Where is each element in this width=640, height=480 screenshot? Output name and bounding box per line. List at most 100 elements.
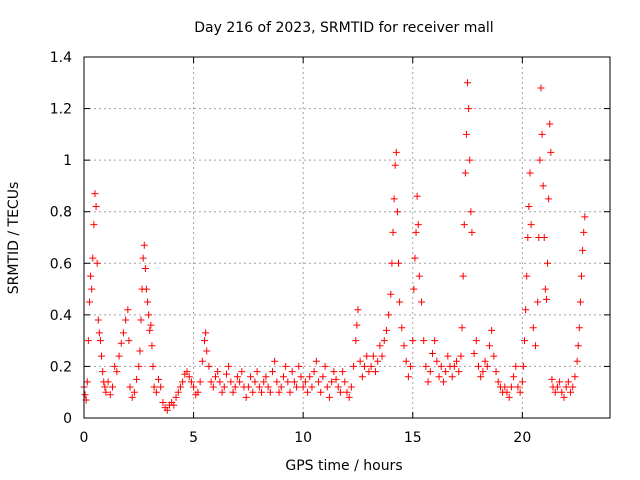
data-markers	[80, 79, 589, 414]
data-point	[420, 337, 428, 345]
data-point	[81, 391, 89, 399]
y-tick-label: 0.2	[50, 359, 72, 375]
data-point	[347, 383, 355, 391]
data-point	[233, 373, 241, 381]
data-point	[522, 306, 530, 314]
data-point	[94, 316, 102, 324]
data-point	[418, 298, 426, 306]
data-point	[295, 362, 303, 370]
data-point	[321, 362, 329, 370]
data-point	[89, 254, 97, 262]
data-point	[163, 406, 171, 414]
data-point	[414, 221, 422, 229]
x-tick-label: 20	[513, 430, 531, 446]
data-point	[567, 388, 575, 396]
data-point	[365, 368, 373, 376]
data-point	[367, 362, 375, 370]
data-point	[356, 357, 364, 365]
data-point	[119, 329, 127, 337]
chart-title: Day 216 of 2023, SRMTID for receiver mal…	[194, 20, 493, 36]
data-point	[387, 290, 395, 298]
data-point	[125, 337, 133, 345]
data-point	[308, 383, 316, 391]
data-point	[244, 383, 252, 391]
data-point	[325, 393, 333, 401]
data-point	[238, 368, 246, 376]
data-point	[363, 352, 371, 360]
data-point	[569, 383, 577, 391]
data-point	[402, 357, 410, 365]
x-axis-label: GPS time / hours	[285, 458, 402, 474]
data-point	[546, 120, 554, 128]
data-point	[573, 357, 581, 365]
data-point	[341, 378, 349, 386]
data-point	[437, 362, 445, 370]
data-point	[395, 259, 403, 267]
data-point	[450, 362, 458, 370]
data-point	[523, 272, 531, 280]
data-point	[560, 393, 568, 401]
y-axis-label: SRMTID / TECUs	[6, 182, 22, 295]
data-point	[111, 362, 119, 370]
data-point	[87, 272, 95, 280]
y-tick-label: 0.8	[50, 205, 72, 221]
data-point	[358, 373, 366, 381]
data-point	[507, 383, 515, 391]
data-point	[336, 388, 344, 396]
data-point	[91, 190, 99, 198]
data-point	[396, 298, 404, 306]
data-point	[214, 368, 222, 376]
data-point	[376, 342, 384, 350]
data-point	[412, 228, 420, 236]
data-point	[140, 241, 148, 249]
data-point	[581, 213, 589, 221]
data-point	[84, 337, 92, 345]
data-point	[579, 246, 587, 254]
data-point	[93, 259, 101, 267]
data-point	[547, 148, 555, 156]
data-point	[390, 195, 398, 203]
data-point	[453, 357, 461, 365]
data-point	[380, 337, 388, 345]
data-point	[483, 362, 491, 370]
data-point	[194, 388, 202, 396]
data-point	[152, 388, 160, 396]
data-point	[462, 130, 470, 138]
data-point	[255, 383, 263, 391]
data-point	[490, 352, 498, 360]
data-point	[328, 378, 336, 386]
data-point	[479, 368, 487, 376]
data-point	[157, 383, 165, 391]
data-point	[227, 378, 235, 386]
data-point	[124, 306, 132, 314]
plot-frame	[83, 56, 611, 419]
y-tick-label: 1.2	[50, 102, 72, 118]
data-point	[407, 362, 415, 370]
data-point	[371, 368, 379, 376]
data-point	[176, 383, 184, 391]
data-point	[439, 378, 447, 386]
data-point	[218, 388, 226, 396]
data-point	[556, 378, 564, 386]
data-point	[435, 373, 443, 381]
data-point	[477, 373, 485, 381]
data-point	[525, 203, 533, 211]
data-point	[185, 373, 193, 381]
data-point	[361, 362, 369, 370]
data-point	[139, 254, 147, 262]
data-point	[159, 399, 167, 407]
data-point	[385, 311, 393, 319]
data-point	[481, 357, 489, 365]
data-point	[444, 352, 452, 360]
data-point	[144, 298, 152, 306]
data-point	[126, 383, 134, 391]
data-point	[155, 375, 163, 383]
data-point	[273, 378, 281, 386]
x-tick-label: 10	[294, 430, 312, 446]
data-point	[98, 352, 106, 360]
data-point	[512, 362, 520, 370]
data-point	[315, 378, 323, 386]
data-point	[306, 373, 314, 381]
data-point	[299, 383, 307, 391]
data-point	[470, 350, 478, 358]
